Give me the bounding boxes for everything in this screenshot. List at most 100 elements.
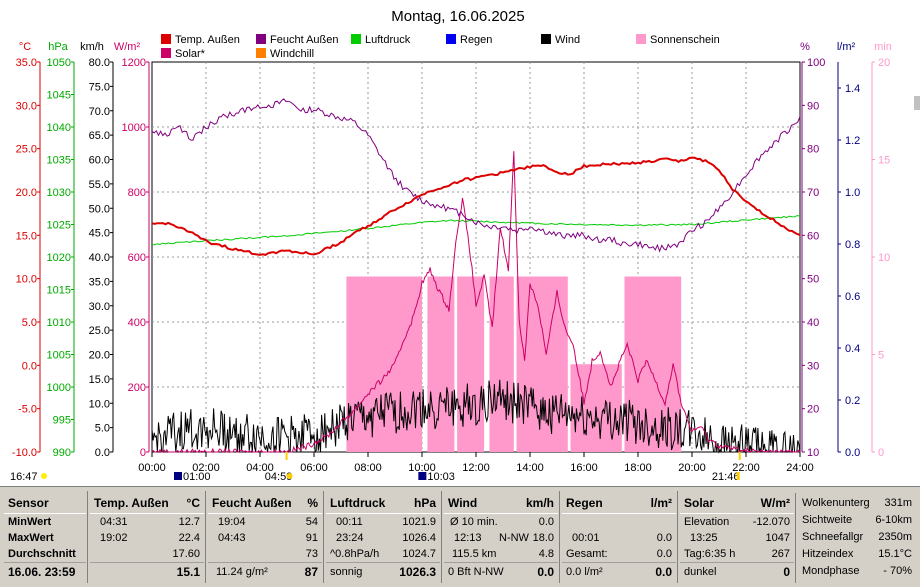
kmh-axis-tick: 75.0 — [89, 81, 110, 93]
x-tick: 10:00 — [408, 462, 436, 474]
heatindex-label: Hitzeindex — [802, 548, 854, 560]
pressure-min-value: 1021.9 — [402, 516, 436, 528]
series-temp — [151, 156, 801, 256]
wind-avg-value: 4.8 — [538, 548, 554, 560]
kmh-axis-tick: 20.0 — [89, 350, 110, 362]
humidity-absolute: 11.24 g/m² — [216, 566, 268, 578]
hpa-axis-tick: 1015 — [47, 285, 71, 297]
kmh-axis-tick: 35.0 — [89, 276, 110, 288]
solar-elevation-label: Elevation — [684, 516, 730, 528]
scroll-handle[interactable] — [914, 96, 920, 110]
pct-axis-tick: 100 — [807, 57, 825, 69]
solar-elevation-value: -12.070 — [752, 516, 790, 528]
kmh-axis-tick: 15.0 — [89, 374, 110, 386]
lm2-axis-tick: 0.2 — [845, 395, 860, 407]
hpa-axis-tick: 1000 — [47, 382, 71, 394]
lm2-axis-tick: 0.4 — [845, 343, 860, 355]
lm2-axis-tick: 0.8 — [845, 239, 860, 251]
rain-current: 0.0 — [655, 565, 672, 579]
kmh-axis-tick: 25.0 — [89, 325, 110, 337]
kmh-axis-tick: 10.0 — [89, 398, 110, 410]
temp-axis-tick: 25.0 — [16, 144, 37, 156]
temp-axis-tick: 15.0 — [16, 230, 37, 242]
legend-item: Temp. Außen — [161, 34, 240, 46]
legend-swatch — [256, 48, 266, 58]
kmh-axis-tick: 55.0 — [89, 179, 110, 191]
sunshine-bar — [427, 276, 455, 452]
legend-swatch — [161, 34, 171, 44]
temp-axis-tick: 35.0 — [16, 57, 37, 69]
heatindex-value: 15.1°C — [878, 548, 912, 560]
moonphase-label: Mondphase — [802, 565, 860, 577]
x-tick: 02:00 — [192, 462, 220, 474]
legend-item: Feucht Außen — [256, 34, 339, 46]
temp-axis-tick: 10.0 — [16, 274, 37, 286]
legend-item: Wind — [541, 34, 580, 46]
wind-run: 115.5 km — [452, 548, 497, 560]
legend-label: Regen — [460, 34, 492, 46]
pct-axis-tick: 50 — [807, 274, 819, 286]
legend-swatch — [541, 34, 551, 44]
wm2-axis-tick: 600 — [128, 252, 146, 264]
solar-noon-time: 10:03 — [427, 471, 455, 483]
weather-chart: Montag, 16.06.2025 Temp. Außen Feucht Auß… — [10, 8, 892, 483]
stats-humidity: Feucht Außen% 19:04 54 04:43 91 73 11.24 g… — [205, 491, 322, 583]
temp-max-value: 22.4 — [178, 532, 200, 544]
legend-swatch — [351, 34, 361, 44]
x-tick: 12:00 — [462, 462, 490, 474]
legend-swatch — [446, 34, 456, 44]
humidity-avg-value: 73 — [305, 548, 318, 560]
x-tick: 06:00 — [300, 462, 328, 474]
sunshine-bar — [489, 276, 514, 452]
pct-axis-tick: 80 — [807, 144, 819, 156]
sun-icon — [286, 473, 293, 479]
wind-avg10-label: Ø 10 min. — [450, 516, 498, 528]
hpa-axis-tick: 1020 — [47, 252, 71, 264]
legend-label: Windchill — [270, 48, 314, 60]
humidity-min-value: 54 — [305, 516, 318, 528]
temp-min-time: 04:31 — [100, 516, 128, 528]
stats-wind: Wind km/h Ø 10 min. 0.0 12:13 N-NW 18.0 115.… — [441, 491, 558, 583]
time-markers: 01:00 04:59 10:03 21:46 16:47 — [10, 452, 741, 483]
humidity-header: Feucht Außen — [212, 496, 292, 510]
pct-axis-tick: 30 — [807, 360, 819, 372]
wm2-axis-tick: 800 — [128, 187, 146, 199]
statistics-panel: Sensor MinWert MaxWert Durchschnitt 16.0… — [0, 486, 920, 587]
wm2-axis-tick: 1200 — [122, 57, 146, 69]
rain-rate: 0.0 l/m² — [566, 566, 603, 578]
sunshine-bar — [516, 276, 568, 452]
legend-item: Luftdruck — [351, 34, 411, 46]
pressure-unit: hPa — [413, 496, 436, 510]
axis-unit-right: % — [800, 41, 810, 53]
humidity-unit: % — [307, 496, 318, 510]
hpa-axis-tick: 1050 — [47, 57, 71, 69]
solar-max-time: 13:25 — [690, 532, 718, 544]
min-axis-tick: 15 — [878, 155, 890, 167]
lm2-axis-tick: 1.4 — [845, 83, 860, 95]
wm2-axis-tick: 200 — [128, 382, 146, 394]
rain-max-value: 0.0 — [656, 532, 672, 544]
wm2-axis-tick: 1000 — [122, 122, 146, 134]
x-tick: 20:00 — [678, 462, 706, 474]
solar-header: Solar — [684, 496, 715, 510]
x-tick: 18:00 — [624, 462, 652, 474]
legend-label: Sonnenschein — [650, 34, 720, 46]
cloudbase-value: 331m — [884, 497, 912, 509]
sunrise-time: 04:59 — [265, 471, 293, 483]
kmh-axis-tick: 50.0 — [89, 203, 110, 215]
stats-temp: Temp. Außen °C 04:31 12.7 19:02 22.4 17.60 … — [87, 491, 204, 583]
pressure-forecast: sonnig — [330, 566, 363, 578]
legend-swatch — [256, 34, 266, 44]
solar-state: dunkel — [684, 566, 717, 578]
kmh-axis-tick: 45.0 — [89, 228, 110, 240]
grid — [152, 62, 800, 452]
x-tick: 00:00 — [138, 462, 166, 474]
hpa-axis-tick: 1045 — [47, 90, 71, 102]
stats-rain: Regen l/m² 00:01 0.0 Gesamt: 0.0 0.0 l/m² 0.… — [559, 491, 676, 583]
stats-solar: Solar W/m² Elevation -12.070 13:25 1047 Tag… — [677, 491, 794, 583]
rain-total-value: 0.0 — [656, 548, 672, 560]
axis-unit-left: km/h — [80, 41, 104, 53]
lm2-axis-tick: 1.0 — [845, 187, 860, 199]
hpa-axis-tick: 1005 — [47, 350, 71, 362]
pressure-avg-value: 1024.7 — [402, 548, 436, 560]
